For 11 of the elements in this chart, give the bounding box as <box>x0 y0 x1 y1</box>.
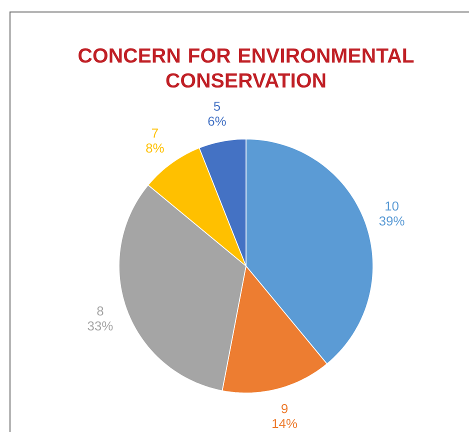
slice-label: 7 <box>152 128 158 138</box>
data-label: 14% <box>272 419 298 428</box>
slice-label: 9 <box>282 404 288 414</box>
chart-title: CONCERN FOR ENVIRONMENTAL CONSERVATION <box>78 48 414 88</box>
data-label: 8% <box>146 143 164 153</box>
slice-label: 8 <box>97 306 104 316</box>
data-label: 39% <box>379 216 404 226</box>
data-label: 33% <box>88 321 113 331</box>
data-label: 6% <box>208 116 226 126</box>
slice-label: 5 <box>214 102 220 111</box>
slice-label: 10 <box>386 201 398 211</box>
